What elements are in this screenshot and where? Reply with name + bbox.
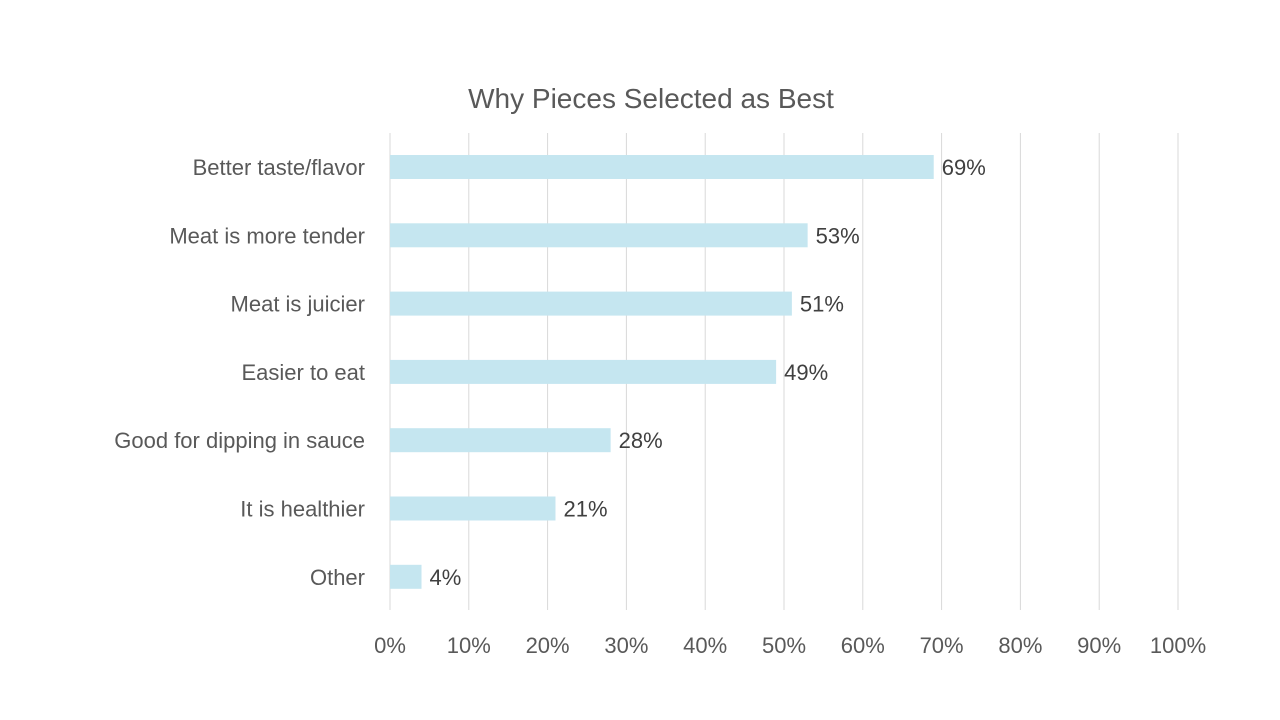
data-label: 49%: [784, 360, 828, 385]
x-tick-label: 90%: [1077, 633, 1121, 658]
category-labels: Better taste/flavor Meat is more tender Me…: [114, 155, 365, 590]
data-label: 28%: [619, 428, 663, 453]
x-tick-label: 60%: [841, 633, 885, 658]
x-tick-label: 30%: [604, 633, 648, 658]
bar: [390, 223, 808, 248]
category-label: Other: [310, 565, 365, 590]
data-label: 4%: [430, 565, 462, 590]
bar: [390, 291, 792, 316]
chart-title: Why Pieces Selected as Best: [468, 83, 834, 114]
data-label: 51%: [800, 292, 844, 317]
x-tick-label: 10%: [447, 633, 491, 658]
data-label: 21%: [563, 497, 607, 522]
bar: [390, 564, 422, 589]
bar: [390, 155, 934, 179]
category-label: It is healthier: [240, 497, 365, 522]
category-label: Meat is more tender: [169, 223, 365, 248]
data-label: 53%: [816, 223, 860, 248]
x-axis-tick-labels: 0% 10% 20% 30% 40% 50% 60% 70% 80% 90% 100%: [374, 633, 1206, 658]
category-label: Easier to eat: [241, 360, 365, 385]
bar: [390, 496, 556, 521]
data-labels: 69% 53% 51% 49% 28% 21% 4%: [430, 155, 986, 590]
x-tick-label: 0%: [374, 633, 406, 658]
x-tick-label: 80%: [998, 633, 1042, 658]
category-label: Better taste/flavor: [193, 155, 365, 180]
data-label: 69%: [942, 155, 986, 180]
bars: [390, 155, 934, 589]
bar: [390, 428, 611, 453]
category-label: Meat is juicier: [231, 292, 365, 317]
x-tick-label: 20%: [526, 633, 570, 658]
x-tick-label: 100%: [1150, 633, 1206, 658]
bar: [390, 359, 777, 384]
x-tick-label: 40%: [683, 633, 727, 658]
category-label: Good for dipping in sauce: [114, 428, 365, 453]
x-tick-label: 50%: [762, 633, 806, 658]
x-tick-label: 70%: [920, 633, 964, 658]
